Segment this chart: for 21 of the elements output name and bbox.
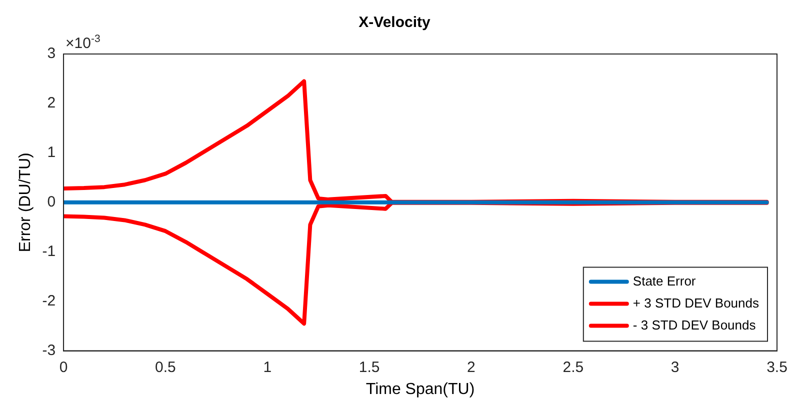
x-axis-title: Time Span(TU) [366, 380, 475, 398]
y-tick-label: 1 [47, 144, 56, 162]
legend-label: + 3 STD DEV Bounds [632, 295, 760, 310]
x-tick-label: 3 [670, 358, 680, 376]
y-tick-label: 2 [47, 94, 56, 112]
y-axis-title: Error (DU/TU) [17, 152, 34, 252]
y-tick-label: -2 [42, 292, 56, 310]
chart-title: X-Velocity [358, 14, 432, 32]
x-tick-label: 3.5 [766, 358, 788, 376]
x-tick-label: 2 [467, 358, 476, 376]
legend-label: - 3 STD DEV Bounds [632, 317, 756, 332]
y-tick-label: -3 [42, 342, 56, 359]
y-tick-label: 3 [47, 45, 56, 62]
legend-label: State Error [632, 273, 696, 288]
x-tick-label: 0 [59, 358, 68, 376]
x-tick-label: 1 [263, 358, 272, 376]
x-tick-label: 2.5 [562, 358, 584, 376]
y-tick-label: -1 [42, 243, 56, 260]
y-tick-label: 0 [47, 194, 56, 211]
x-tick-label: 1.5 [358, 358, 380, 376]
x-tick-label: 0.5 [155, 358, 176, 376]
